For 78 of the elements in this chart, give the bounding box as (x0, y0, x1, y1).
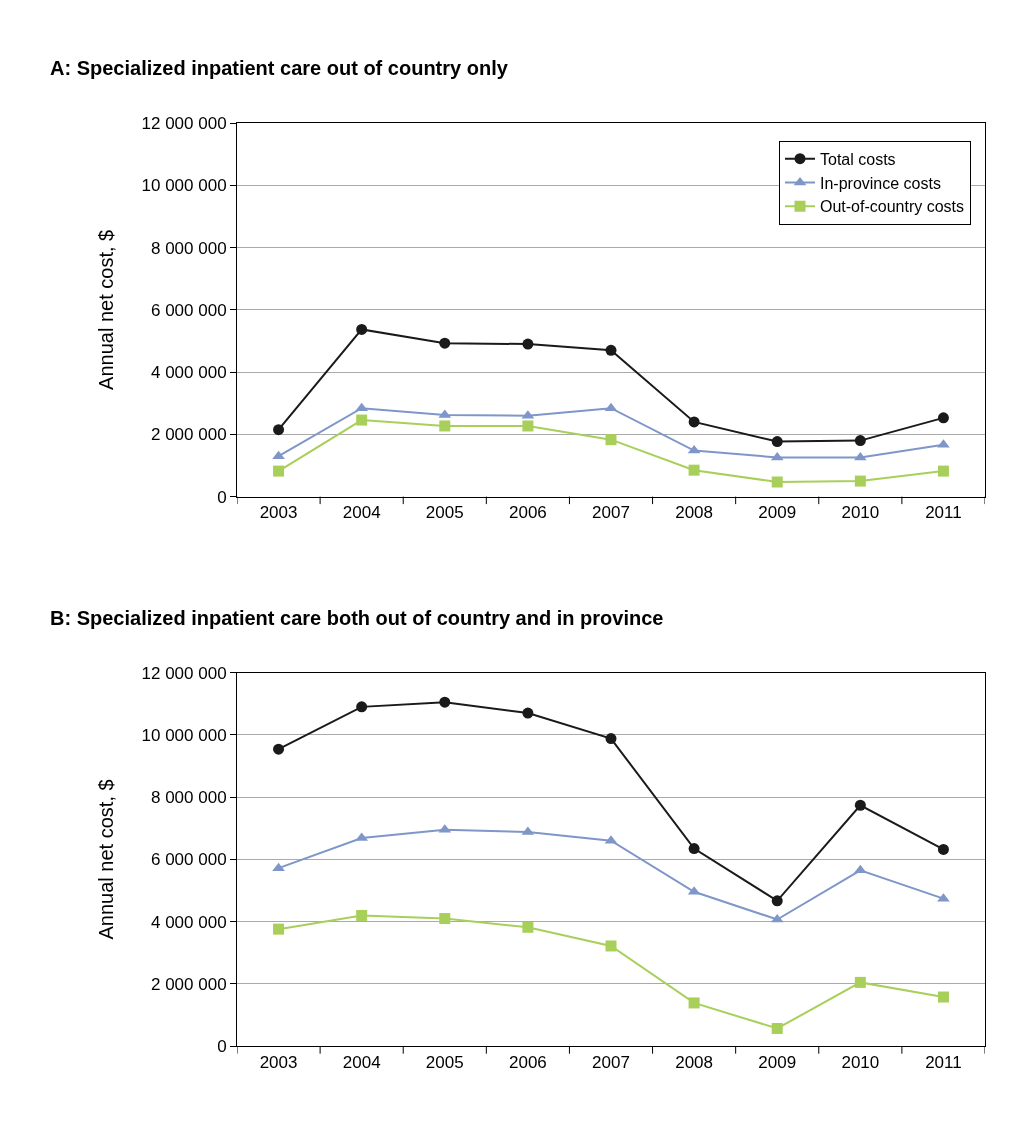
y-tick-label: 0 (217, 1037, 227, 1057)
x-tick-label: 2010 (841, 1052, 880, 1072)
y-axis-title: Annual net cost, $ (95, 229, 118, 390)
point (356, 701, 368, 713)
point (937, 412, 949, 424)
point (605, 940, 617, 952)
x-tick-label: 2011 (925, 503, 962, 523)
x-tick-label: 2007 (592, 503, 630, 523)
chart-title: B: Specialized inpatient care both out of country and in province (50, 607, 664, 629)
point (854, 475, 866, 487)
point (688, 843, 700, 855)
point (605, 434, 617, 446)
point (937, 843, 949, 855)
x-tick-label: 2009 (758, 1052, 797, 1072)
y-tick-label: 2 000 000 (150, 425, 227, 445)
point (273, 424, 285, 436)
point (356, 414, 368, 426)
x-tick-label: 2009 (758, 503, 797, 523)
point (439, 337, 451, 349)
x-tick-label: 2008 (675, 503, 714, 523)
point (439, 696, 451, 708)
point (937, 991, 949, 1003)
point (854, 435, 866, 447)
point (522, 420, 534, 432)
point (356, 323, 368, 335)
legend-label: Total costs (820, 150, 896, 168)
x-tick-label: 2005 (425, 503, 464, 523)
y-tick-label: 10 000 000 (141, 725, 227, 745)
point (605, 733, 617, 745)
x-tick-label: 2008 (675, 1052, 714, 1072)
point (770, 451, 784, 461)
point (688, 416, 700, 428)
y-tick-label: 2 000 000 (150, 974, 227, 994)
point (854, 799, 866, 811)
point (522, 338, 534, 350)
point (853, 864, 867, 874)
x-tick-label: 2011 (925, 1052, 962, 1072)
legend-label: In-province costs (820, 174, 941, 192)
point (273, 743, 285, 755)
point (356, 909, 368, 921)
y-tick-label: 8 000 000 (150, 238, 227, 258)
point (273, 465, 285, 477)
point (771, 895, 783, 907)
point (522, 921, 534, 933)
y-tick-label: 0 (217, 487, 227, 507)
point (605, 344, 617, 356)
point (771, 476, 783, 488)
x-tick-label: 2004 (342, 1052, 381, 1072)
point (688, 997, 700, 1009)
point (688, 464, 700, 476)
y-axis-title: Annual net cost, $ (95, 779, 118, 940)
point (853, 451, 867, 461)
y-tick-label: 4 000 000 (150, 912, 227, 932)
chart-title: A: Specialized inpatient care out of country only (50, 57, 509, 79)
y-tick-label: 6 000 000 (150, 850, 227, 870)
y-tick-label: 10 000 000 (141, 176, 227, 196)
x-tick-label: 2006 (508, 1052, 547, 1072)
point (439, 913, 451, 925)
y-tick-label: 4 000 000 (150, 363, 227, 383)
point (771, 1022, 783, 1034)
point (522, 707, 534, 719)
x-tick-label: 2004 (342, 503, 381, 523)
y-tick-label: 12 000 000 (141, 113, 227, 133)
point (439, 420, 451, 432)
y-tick-label: 6 000 000 (150, 300, 227, 320)
point (771, 436, 783, 448)
x-tick-label: 2003 (259, 1052, 298, 1072)
x-tick-label: 2005 (425, 1052, 464, 1072)
y-tick-label: 8 000 000 (150, 788, 227, 808)
legend-label: Out-of-country costs (820, 198, 965, 216)
point (937, 465, 949, 477)
x-tick-label: 2010 (841, 503, 880, 523)
x-tick-label: 2007 (592, 1052, 630, 1072)
point (854, 976, 866, 988)
x-tick-label: 2006 (508, 503, 547, 523)
point (273, 923, 285, 935)
x-tick-label: 2003 (259, 503, 298, 523)
y-tick-label: 12 000 000 (141, 663, 227, 683)
